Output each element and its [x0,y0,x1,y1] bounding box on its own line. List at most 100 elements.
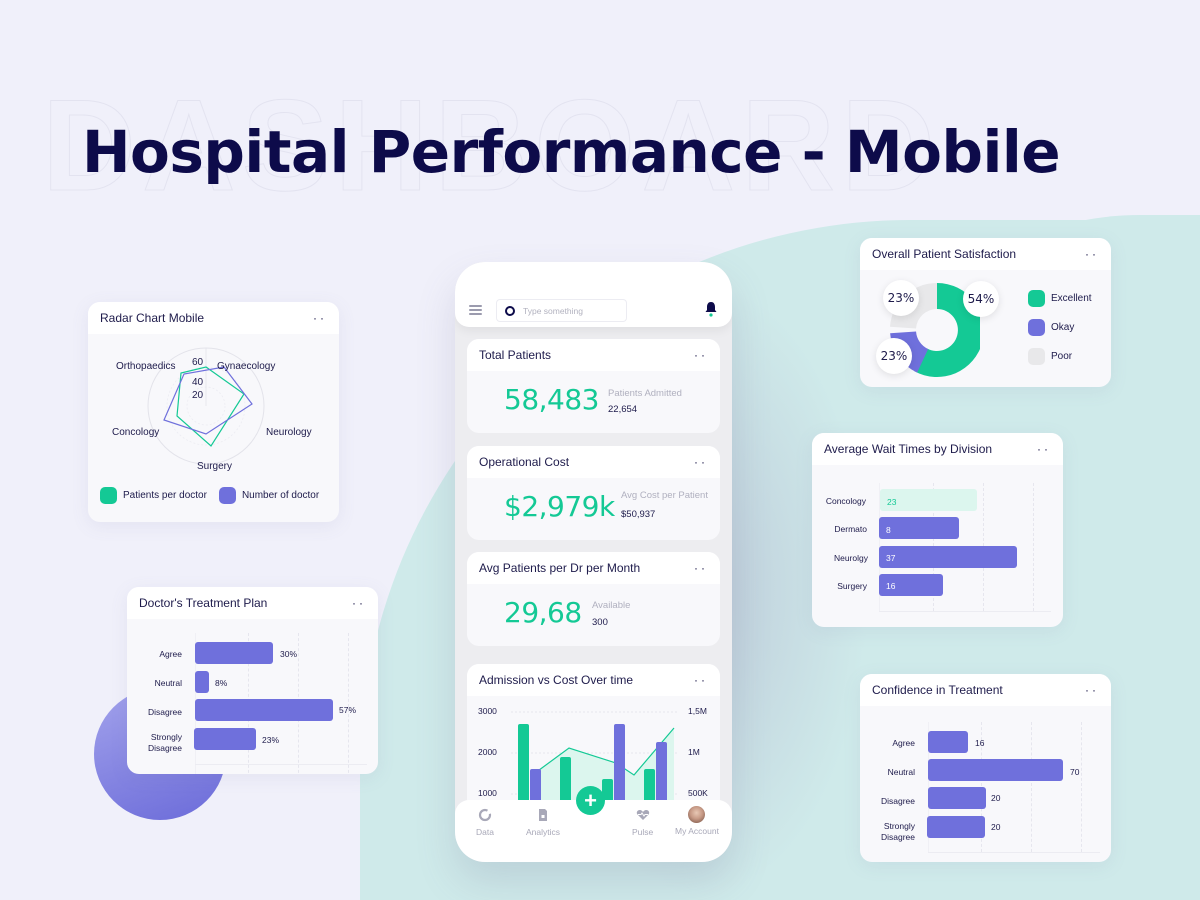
bar-label: Strongly Disagree [871,821,915,843]
nav-label: My Account [675,826,719,836]
bar-label: Disagree [147,707,182,717]
svg-text:Surgery: Surgery [197,461,232,472]
bar-label-text: Strongly Disagree [147,732,182,753]
kpi-subvalue: 300 [592,617,608,628]
radar-chart: 60 40 20 Gynaecology Neurology Surgery C… [112,347,312,472]
radar-label: Gynaecology [217,361,275,372]
hamburger-menu-icon[interactable] [469,305,482,315]
treatment-plan-card: Doctor's Treatment Plan ·· Agree 30% Neu… [127,587,378,774]
bar-strongly-disagree[interactable] [927,816,985,838]
card-header: Avg Patients per Dr per Month ·· [467,552,720,584]
card-menu-button[interactable]: ·· [694,673,708,687]
legend-swatch-purple [1028,319,1045,336]
bar-label: Concology [825,496,866,506]
bar-label: Surgery [837,581,867,591]
kpi-value: 58,483 [504,383,599,416]
bar-agree[interactable] [195,642,273,664]
legend-swatch-purple [218,487,236,504]
legend-item[interactable]: Patients per doctor [100,487,207,504]
kpi-body: $2,979k Avg Cost per Patient $50,937 [467,478,720,540]
confidence-bar-chart: Agree 16 Neutral 70 Disagree 20 Strongly… [860,706,1111,862]
bar-value: 20 [991,793,1001,803]
percent-bubble-poor: 23% [883,280,919,316]
kpi-body: 58,483 Patients Admitted 22,654 [467,371,720,433]
card-menu-button[interactable]: ·· [694,561,708,575]
card-menu-button[interactable]: ·· [1085,247,1099,261]
card-title: Doctor's Treatment Plan [139,596,268,610]
kpi-sublabel: Available [592,600,631,611]
bar-value: 8 [886,525,891,535]
bar-surgery[interactable] [879,574,943,596]
kpi-sublabel: Patients Admitted [608,388,682,399]
phone-mockup: Total Patients ·· 58,483 Patients Admitt… [455,262,732,862]
bar-disagree[interactable] [928,787,986,809]
bar-neutral[interactable] [195,671,209,693]
bell-icon[interactable] [704,301,718,317]
nav-label: Pulse [632,827,654,837]
watermark-text: DASHBOARD [42,72,941,219]
card-title: Operational Cost [479,455,570,469]
card-title: Overall Patient Satisfaction [872,247,1017,261]
nav-item-my-account[interactable]: My Account [675,806,719,836]
nav-item-analytics[interactable]: Analytics [526,808,560,837]
bar-neutral[interactable] [928,759,1063,781]
phone-app-bar [455,262,732,327]
card-title: Total Patients [479,348,552,362]
card-menu-button[interactable]: ·· [352,596,366,610]
card-header: Doctor's Treatment Plan ·· [127,587,378,619]
bar-label: Disagree [880,796,915,806]
search-input[interactable] [523,305,623,316]
bar-value: 30% [280,649,298,659]
percent-bubble-okay: 23% [876,338,912,374]
nav-item-data[interactable]: Data [476,808,494,837]
legend-item[interactable]: Excellent [1028,290,1092,307]
card-menu-button[interactable]: ·· [313,311,327,325]
card-menu-button[interactable]: ·· [694,455,708,469]
kpi-value: $2,979k [504,490,615,523]
total-patients-card: Total Patients ·· 58,483 Patients Admitt… [467,339,720,433]
bar-value: 70 [1070,767,1080,777]
heart-pulse-icon [636,810,649,820]
legend-item[interactable]: Number of doctor [218,487,319,504]
y-right-tick: 1M [688,747,700,757]
svg-text:40: 40 [192,377,204,388]
bar-agree[interactable] [928,731,968,753]
card-title: Average Wait Times by Division [824,442,993,456]
bar-strongly-disagree[interactable] [194,728,256,750]
bar-disagree[interactable] [195,699,333,721]
svg-text:20: 20 [192,390,204,401]
bar-value: 37 [886,553,896,563]
wait-times-card: Average Wait Times by Division ·· Concol… [812,433,1063,627]
card-menu-button[interactable]: ·· [1085,683,1099,697]
percent-bubble-excellent: 54% [963,281,999,317]
avg-patients-card: Avg Patients per Dr per Month ·· 29,68 A… [467,552,720,646]
bar-concology[interactable] [880,489,977,511]
bar-label: Neutral [154,678,182,688]
nav-label: Analytics [526,827,561,837]
y-left-tick: 2000 [478,747,497,757]
legend-item[interactable]: Okay [1028,319,1092,336]
bar-neurolgy[interactable] [879,546,1017,568]
card-header: Overall Patient Satisfaction ·· [860,238,1111,270]
radar-series-doctors [163,366,253,435]
card-title: Avg Patients per Dr per Month [479,561,641,575]
card-title: Radar Chart Mobile [100,311,205,325]
satisfaction-legend: Excellent Okay Poor [1028,290,1092,365]
wait-times-bar-chart: Concology 23 Dermato 8 Neurolgy 37 Surge… [812,465,1063,627]
card-title: Confidence in Treatment [872,683,1003,697]
bar-label: Dermato [834,524,867,534]
card-menu-button[interactable]: ·· [1037,442,1051,456]
legend-item[interactable]: Poor [1028,348,1092,365]
add-button[interactable]: + [576,786,605,815]
legend-swatch-grey [1028,348,1045,365]
bar-label: Neutral [887,767,915,777]
svg-text:Orthopaedics: Orthopaedics [116,361,175,372]
search-field[interactable] [496,299,627,322]
nav-item-pulse[interactable]: Pulse [632,808,653,837]
kpi-body: 29,68 Available 300 [467,584,720,646]
kpi-value: 29,68 [504,596,582,629]
card-menu-button[interactable]: ·· [694,348,708,362]
donut-icon [478,808,492,822]
operational-cost-card: Operational Cost ·· $2,979k Avg Cost per… [467,446,720,540]
bar-dermato[interactable] [879,517,959,539]
